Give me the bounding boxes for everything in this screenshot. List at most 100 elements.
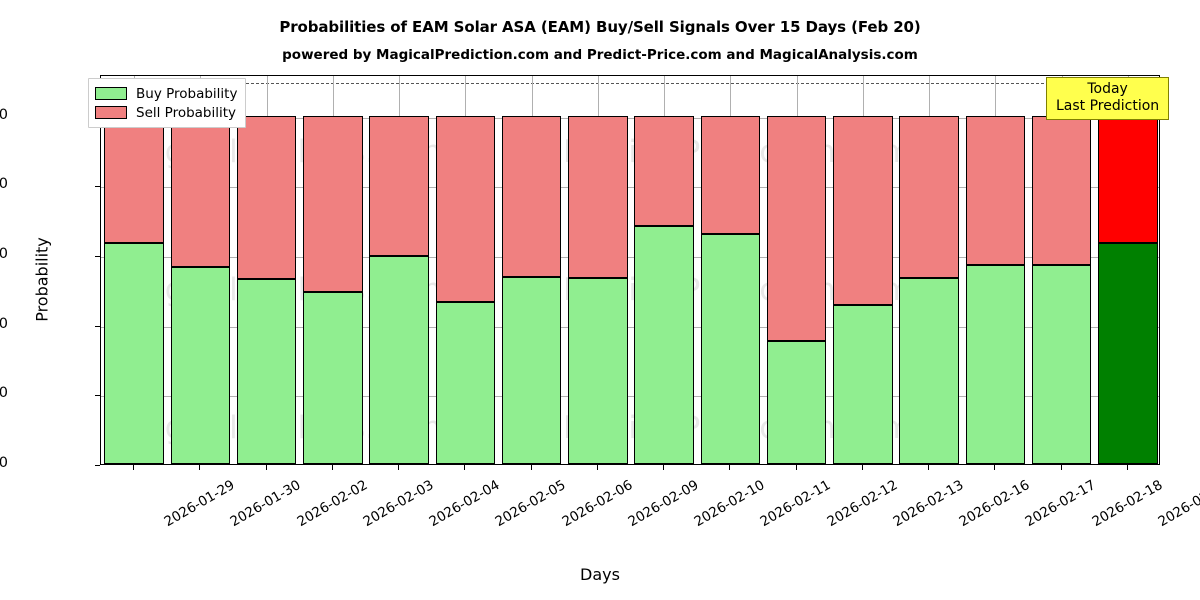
gridline-horizontal	[101, 257, 1159, 259]
x-axis-tick-mark	[199, 465, 201, 470]
bar-stack[interactable]	[1098, 76, 1158, 464]
bar-segment-sell[interactable]	[965, 115, 1026, 266]
bar-stack[interactable]	[104, 76, 164, 464]
threshold-dashed-line	[101, 82, 1159, 84]
legend-label-sell: Sell Probability	[136, 104, 237, 121]
bar-segment-buy[interactable]	[104, 242, 164, 464]
x-axis-tick-mark	[530, 465, 532, 470]
bar-segment-sell[interactable]	[1098, 115, 1158, 243]
bar-stack[interactable]	[170, 76, 231, 464]
bar-segment-buy[interactable]	[236, 279, 297, 464]
bar-segment-sell[interactable]	[634, 115, 694, 227]
legend-swatch-sell-icon	[95, 106, 127, 119]
x-axis-tick-label: 2026-01-30	[227, 477, 304, 531]
x-axis-tick-mark	[398, 465, 400, 470]
bar-segment-buy[interactable]	[1031, 265, 1092, 464]
bar-segment-buy[interactable]	[170, 267, 231, 464]
x-axis-tick-label: 2026-02-18	[1089, 477, 1166, 531]
today-annotation-line1: Today	[1087, 81, 1128, 97]
y-axis-label: Probability	[32, 237, 52, 322]
y-axis-tick-label: 80	[0, 176, 8, 193]
y-axis-tick-mark	[95, 395, 100, 397]
bar-segment-sell[interactable]	[833, 115, 893, 305]
y-axis-tick-mark	[95, 256, 100, 258]
today-annotation-line2: Last Prediction	[1056, 97, 1160, 114]
x-axis-tick-mark	[265, 465, 267, 470]
bar-segment-buy[interactable]	[965, 265, 1026, 464]
bar-stack[interactable]	[435, 76, 496, 464]
legend-item-sell: Sell Probability	[95, 103, 237, 122]
gridline-horizontal	[101, 117, 1159, 119]
x-axis-tick-mark	[928, 465, 930, 470]
bar-segment-buy[interactable]	[369, 256, 429, 464]
bar-segment-sell[interactable]	[766, 115, 827, 341]
x-axis-tick-label: 2026-02-12	[824, 477, 901, 531]
y-axis-tick-label: 100	[0, 106, 8, 123]
bar-segment-sell[interactable]	[236, 115, 297, 280]
bar-segment-buy[interactable]	[899, 278, 959, 464]
bar-segment-buy[interactable]	[766, 340, 827, 464]
x-axis-tick-label: 2026-02-13	[890, 477, 967, 531]
x-axis-tick-label: 2026-02-10	[691, 477, 768, 531]
bar-stack[interactable]	[501, 76, 562, 464]
x-axis-tick-mark	[464, 465, 466, 470]
gridline-horizontal	[101, 187, 1159, 189]
bar-segment-buy[interactable]	[833, 304, 893, 464]
bar-segment-sell[interactable]	[899, 115, 959, 279]
legend-label-buy: Buy Probability	[136, 85, 238, 102]
x-axis-tick-mark	[1060, 465, 1062, 470]
gridline-horizontal	[101, 326, 1159, 328]
y-axis-tick-label: 40	[0, 315, 8, 332]
legend-swatch-buy-icon	[95, 87, 127, 100]
bar-stack[interactable]	[899, 76, 959, 464]
chart-subtitle: powered by MagicalPrediction.com and Pre…	[282, 47, 918, 63]
bar-stack[interactable]	[303, 76, 363, 464]
chart-legend: Buy Probability Sell Probability	[88, 78, 247, 128]
x-axis-tick-label: 2026-02-16	[956, 477, 1033, 531]
bar-stack[interactable]	[568, 76, 628, 464]
bar-stack[interactable]	[965, 76, 1026, 464]
x-axis-tick-label: 2026-02-17	[1022, 477, 1099, 531]
x-axis-tick-label: 2026-02-06	[559, 477, 636, 531]
x-axis-tick-mark	[331, 465, 333, 470]
x-axis-tick-label: 2026-02-04	[426, 477, 503, 531]
bar-segment-sell[interactable]	[303, 115, 363, 292]
bar-segment-sell[interactable]	[104, 115, 164, 243]
bar-segment-sell[interactable]	[369, 115, 429, 257]
legend-item-buy: Buy Probability	[95, 84, 237, 103]
x-axis-tick-label: 2026-02-03	[360, 477, 437, 531]
bar-segment-buy[interactable]	[435, 301, 496, 464]
x-axis-tick-mark	[861, 465, 863, 470]
x-axis-tick-mark	[994, 465, 996, 470]
bar-segment-buy[interactable]	[634, 226, 694, 464]
bar-segment-sell[interactable]	[700, 115, 761, 234]
x-axis-tick-label: 2026-02-11	[757, 477, 834, 531]
x-axis-tick-label: 2026-01-29	[161, 477, 238, 531]
y-axis-tick-mark	[95, 186, 100, 188]
x-axis-label: Days	[580, 565, 620, 584]
x-axis-tick-mark	[663, 465, 665, 470]
today-annotation: Today Last Prediction	[1046, 77, 1170, 120]
bar-segment-sell[interactable]	[435, 115, 496, 302]
bar-stack[interactable]	[833, 76, 893, 464]
bar-stack[interactable]	[1031, 76, 1092, 464]
bar-segment-buy[interactable]	[700, 233, 761, 464]
bar-segment-buy[interactable]	[501, 277, 562, 464]
x-axis-tick-mark	[133, 465, 135, 470]
bar-segment-sell[interactable]	[568, 115, 628, 279]
x-axis-tick-label: 2026-02-09	[625, 477, 702, 531]
bar-stack[interactable]	[766, 76, 827, 464]
bar-segment-buy[interactable]	[303, 291, 363, 464]
bar-stack[interactable]	[236, 76, 297, 464]
bar-segment-sell[interactable]	[501, 115, 562, 278]
bar-segment-buy[interactable]	[568, 278, 628, 464]
bar-segment-sell[interactable]	[170, 115, 231, 268]
bar-stack[interactable]	[634, 76, 694, 464]
bar-segment-buy[interactable]	[1098, 242, 1158, 464]
bar-stack[interactable]	[369, 76, 429, 464]
y-axis-tick-mark	[95, 465, 100, 466]
bar-segment-sell[interactable]	[1031, 115, 1092, 266]
bar-stack[interactable]	[700, 76, 761, 464]
x-axis-tick-mark	[795, 465, 797, 470]
